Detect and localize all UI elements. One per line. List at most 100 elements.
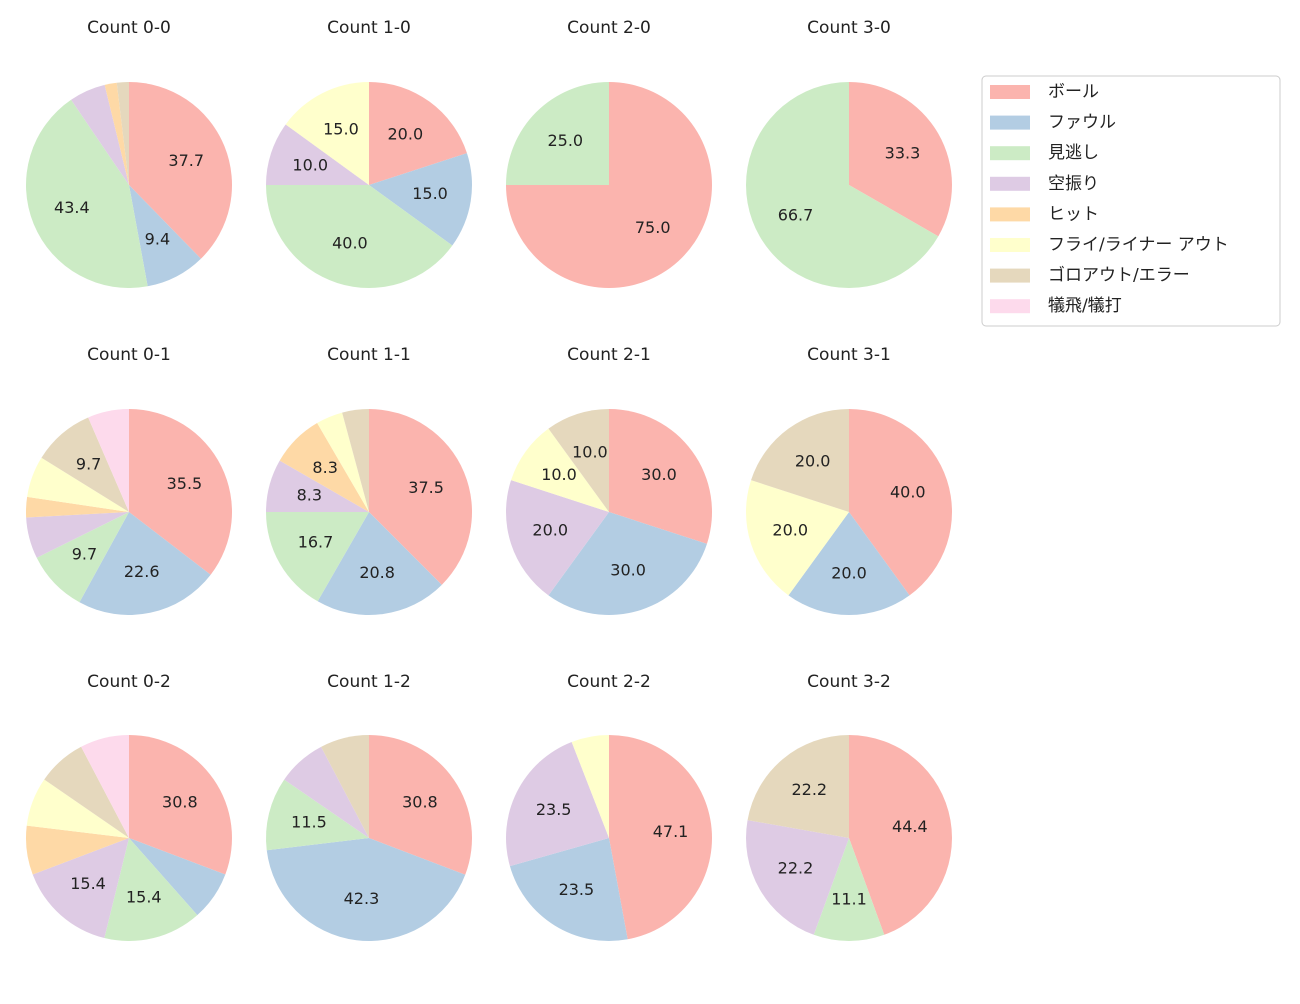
pie-slice (266, 779, 369, 851)
value-label: 44.4 (892, 817, 928, 836)
pie-slice (609, 735, 712, 940)
legend-swatch (990, 268, 1030, 283)
value-label: 66.7 (778, 205, 814, 224)
value-label: 23.5 (536, 800, 572, 819)
value-label: 9.7 (72, 544, 97, 563)
pie-title: Count 3-1 (807, 345, 891, 365)
pie-slice (88, 409, 129, 512)
value-label: 20.0 (532, 521, 568, 540)
pie-slice (317, 412, 369, 512)
value-label: 75.0 (635, 218, 671, 237)
legend-label: 空振り (1048, 174, 1099, 194)
legend-swatch (990, 176, 1030, 191)
value-label: 33.3 (885, 144, 921, 163)
pie-slice (788, 512, 910, 615)
pie-slice (369, 409, 472, 585)
pie-slice (369, 82, 467, 185)
value-label: 8.3 (312, 458, 337, 477)
pie-title: Count 2-2 (567, 672, 651, 692)
value-label: 42.3 (344, 889, 380, 908)
pie-slice (342, 409, 369, 512)
pie-slice (509, 838, 628, 941)
value-label: 40.0 (332, 233, 368, 252)
pie-slice (129, 82, 232, 259)
pie-slice (25, 99, 148, 289)
pie-slice (285, 124, 369, 185)
pie-title: Count 3-2 (807, 672, 891, 692)
pie-slice (81, 735, 129, 838)
pie-slice (129, 185, 201, 287)
value-label: 37.5 (408, 478, 444, 497)
value-label: 9.4 (145, 229, 170, 248)
legend-label: ゴロアウト/エラー (1048, 265, 1190, 286)
pie-title: Count 1-1 (327, 345, 411, 365)
value-label: 22.2 (778, 858, 814, 877)
pie-slice (548, 409, 609, 512)
pie-title: Count 0-0 (87, 18, 171, 38)
value-label: 40.0 (890, 482, 926, 501)
legend-label: ファウル (1048, 113, 1116, 133)
pie-slice (266, 838, 466, 941)
pie-slice (506, 480, 609, 596)
value-label: 8.3 (297, 486, 322, 505)
pie-slice (849, 735, 953, 935)
pie-slice (321, 735, 369, 838)
value-label: 25.0 (547, 131, 583, 150)
value-label: 22.6 (124, 562, 160, 581)
pie-slice (44, 746, 129, 838)
pie-title: Count 2-0 (567, 18, 651, 38)
pie-slice (506, 82, 609, 185)
pie-slice (849, 409, 953, 596)
pie-slice (609, 409, 712, 544)
value-label: 11.5 (291, 813, 327, 832)
pie-slice (79, 512, 211, 615)
pie-slice (369, 153, 472, 246)
legend-swatch (990, 146, 1030, 161)
pie-slice (746, 820, 849, 935)
pie-slice (129, 838, 226, 916)
value-label: 47.1 (653, 822, 689, 841)
pie-slice (26, 825, 129, 875)
value-label: 37.7 (168, 151, 204, 170)
pie-slice (746, 480, 849, 596)
value-label: 20.0 (388, 125, 424, 144)
pie-slice (747, 735, 849, 838)
value-label: 20.0 (772, 521, 808, 540)
pie-slice (506, 741, 609, 867)
value-label: 15.4 (126, 888, 162, 907)
pie-slice (129, 735, 232, 875)
legend-label: ボール (1048, 82, 1099, 102)
pie-slice (104, 82, 129, 185)
pie-title: Count 2-1 (567, 345, 651, 365)
pie-slice (317, 512, 442, 615)
legend-label: 犠飛/犠打 (1048, 296, 1122, 316)
value-label: 30.8 (162, 792, 198, 811)
pie-slice (116, 82, 129, 185)
value-label: 20.0 (795, 452, 831, 471)
pie-slice (751, 409, 849, 512)
value-label: 43.4 (54, 198, 90, 217)
legend-swatch (990, 238, 1030, 252)
value-label: 30.0 (641, 465, 677, 484)
legend-swatch (990, 207, 1030, 222)
legend-box (981, 75, 1281, 327)
value-label: 22.2 (791, 780, 827, 799)
value-label: 35.5 (167, 474, 203, 493)
pie-slice (285, 82, 369, 185)
value-label: 11.1 (831, 889, 867, 908)
pie-slice (548, 512, 707, 615)
value-label: 15.4 (70, 874, 106, 893)
pie-slice (369, 735, 473, 875)
legend-swatch (990, 299, 1030, 314)
legend-label: ヒット (1048, 204, 1099, 224)
pie-slice (266, 512, 369, 602)
pie-slice (266, 185, 453, 288)
value-label: 10.0 (541, 465, 577, 484)
pie-slice (36, 512, 129, 603)
pie-slice (813, 838, 885, 942)
pie-slice (41, 417, 129, 512)
pie-title: Count 0-1 (87, 345, 171, 365)
pie-slice (129, 409, 232, 575)
pie-slice (26, 496, 129, 518)
